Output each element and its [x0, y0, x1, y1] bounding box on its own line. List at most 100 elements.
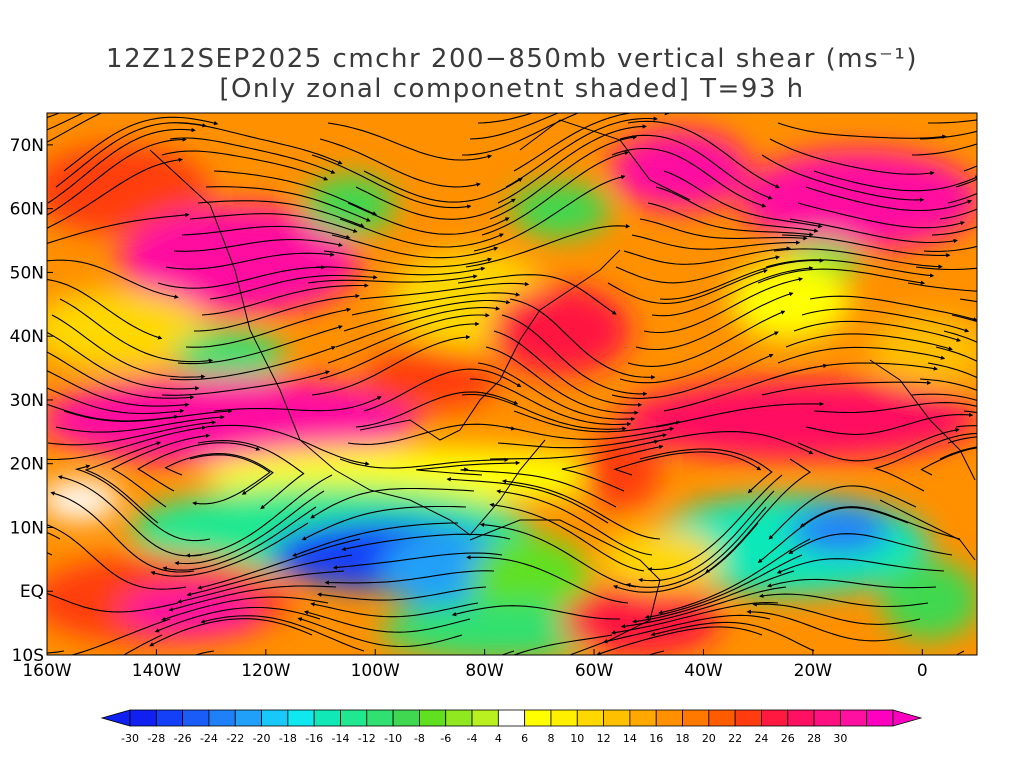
streamline	[47, 157, 183, 229]
streamline	[623, 246, 792, 265]
streamline	[638, 490, 775, 583]
streamline	[47, 425, 207, 461]
streamline	[84, 441, 162, 524]
colorbar-label: -4	[467, 732, 478, 745]
streamline	[63, 408, 233, 422]
streamline	[47, 592, 179, 613]
colorbar-label: -10	[384, 732, 402, 745]
streamline	[626, 506, 767, 588]
streamline	[327, 313, 490, 364]
streamline	[59, 298, 214, 363]
streamline	[311, 334, 471, 396]
streamline	[509, 298, 656, 380]
streamline	[363, 170, 523, 203]
colorbar-label: -22	[226, 732, 244, 745]
colorbar-box	[129, 709, 157, 727]
streamline	[647, 474, 783, 572]
streamline	[185, 307, 352, 348]
streamline	[512, 634, 613, 655]
streamline	[461, 113, 580, 156]
map-frame	[46, 112, 978, 656]
streamline	[51, 314, 206, 379]
lat-label: 20N	[10, 455, 44, 475]
streamline	[477, 362, 636, 422]
colorbar-box	[366, 709, 394, 727]
streamline	[479, 522, 637, 588]
streamline	[301, 505, 467, 541]
streamline	[947, 192, 977, 204]
streamline	[611, 602, 779, 635]
streamline	[161, 150, 329, 181]
streamline	[943, 330, 977, 343]
streamline	[319, 321, 480, 380]
streamline	[457, 274, 617, 315]
streamline	[154, 606, 321, 633]
coastlines	[149, 119, 976, 655]
streamlines	[47, 113, 977, 655]
streamline	[746, 609, 913, 642]
latitude-axis: 10S EQ 10N 20N 30N 40N 50N 60N 70N	[10, 136, 53, 666]
streamline	[363, 368, 522, 412]
streamline	[310, 602, 479, 618]
streamline	[465, 223, 631, 268]
streamline	[323, 250, 493, 268]
streamline	[111, 433, 211, 508]
streamline	[55, 122, 207, 188]
streamline	[801, 308, 970, 333]
streamline	[777, 346, 946, 364]
streamline	[602, 614, 771, 644]
streamline	[613, 522, 759, 593]
streamline	[919, 378, 977, 391]
colorbar-label: 14	[623, 732, 637, 745]
streamline	[311, 154, 472, 209]
colorbar-box	[629, 709, 657, 727]
streamline	[177, 570, 345, 604]
streamline	[513, 113, 670, 172]
streamline	[137, 442, 261, 492]
streamline	[613, 451, 762, 476]
colorbar-label: 18	[676, 732, 690, 745]
colorbar-label: 26	[781, 732, 795, 745]
streamline	[47, 331, 200, 391]
colorbar-label: -12	[358, 732, 376, 745]
colorbar-label: -28	[147, 732, 165, 745]
streamline	[416, 460, 521, 476]
streamline	[481, 150, 630, 236]
streamline	[647, 202, 814, 237]
streamline	[663, 170, 823, 229]
streamline	[927, 362, 977, 379]
streamline	[911, 393, 977, 401]
streamline	[915, 266, 977, 271]
colorbar-box	[155, 709, 184, 727]
streamline	[149, 618, 313, 647]
streamline	[663, 363, 828, 412]
streamline	[451, 605, 620, 620]
streamline	[63, 116, 219, 172]
streamline	[497, 433, 667, 449]
colorbar-box	[524, 709, 552, 727]
streamline	[47, 370, 190, 407]
streamline	[47, 212, 190, 245]
streamline	[461, 393, 627, 431]
streamline	[335, 306, 501, 348]
lon-label: 20W	[794, 661, 833, 681]
streamline	[651, 266, 814, 317]
streamline	[347, 202, 510, 235]
streamline	[785, 333, 953, 351]
lon-label: 160W	[22, 661, 71, 681]
colorbar-box	[340, 709, 368, 727]
colorbar-label: -6	[440, 732, 451, 745]
streamline	[619, 134, 773, 200]
streamline	[788, 533, 953, 556]
streamline	[341, 533, 511, 552]
streamline	[650, 621, 815, 652]
streamline	[339, 218, 504, 248]
streamline	[757, 507, 909, 563]
colorbar-label: -24	[200, 732, 218, 745]
streamline	[805, 186, 973, 212]
streamline	[765, 259, 935, 278]
streamline	[911, 143, 977, 156]
streamline	[186, 554, 353, 597]
streamline	[47, 279, 163, 340]
colorbar-label: -16	[305, 732, 323, 745]
